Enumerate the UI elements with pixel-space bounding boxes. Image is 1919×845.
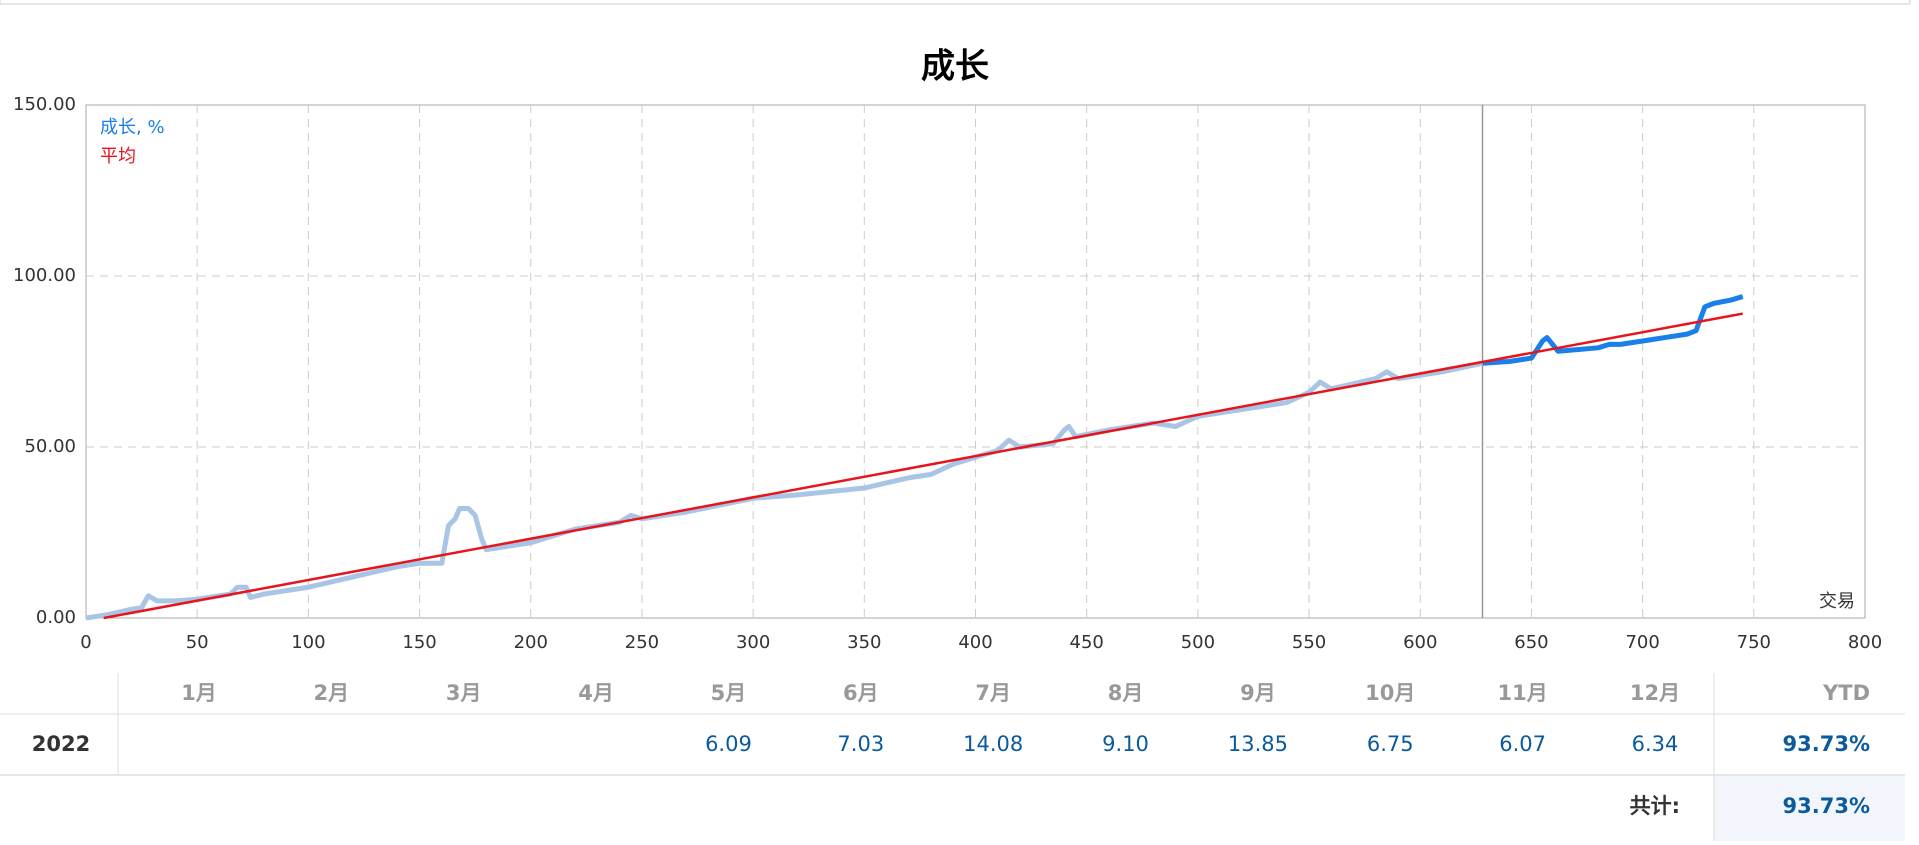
y-tick-label: 100.00 — [13, 265, 76, 286]
row-label: 2022 — [32, 732, 90, 756]
table-header: YTD — [1822, 681, 1870, 705]
x-tick-label: 400 — [958, 632, 992, 653]
x-axis-label: 交易 — [1819, 591, 1855, 612]
series-line — [1482, 294, 1744, 366]
x-tick-label: 650 — [1514, 632, 1548, 653]
table-header: 5月 — [711, 681, 747, 705]
series-line — [85, 360, 1484, 621]
table-header: 12月 — [1630, 681, 1680, 705]
table-header: 8月 — [1108, 681, 1144, 705]
y-tick-label: 150.00 — [13, 94, 76, 115]
table-header: 11月 — [1498, 681, 1548, 705]
month-value: 6.75 — [1367, 732, 1414, 756]
legend-entry: 平均 — [100, 146, 136, 167]
table-header: 10月 — [1365, 681, 1415, 705]
total-cell — [1714, 776, 1905, 841]
total-value: 93.73% — [1783, 794, 1870, 818]
x-tick-label: 350 — [847, 632, 881, 653]
x-tick-label: 200 — [514, 632, 548, 653]
series-line — [103, 312, 1743, 620]
month-value: 6.34 — [1632, 732, 1679, 756]
ytd-value: 93.73% — [1783, 732, 1870, 756]
top-frame — [0, 0, 1911, 5]
x-tick-label: 300 — [736, 632, 770, 653]
x-tick-label: 0 — [80, 632, 91, 653]
x-tick-label: 450 — [1070, 632, 1104, 653]
x-tick-label: 500 — [1181, 632, 1215, 653]
y-tick-label: 50.00 — [24, 436, 76, 457]
x-tick-label: 550 — [1292, 632, 1326, 653]
legend-entry: 成长, % — [100, 117, 165, 138]
x-tick-label: 700 — [1625, 632, 1659, 653]
x-tick-label: 100 — [291, 632, 325, 653]
x-tick-label: 600 — [1403, 632, 1437, 653]
table-header: 4月 — [578, 681, 614, 705]
x-tick-label: 150 — [402, 632, 436, 653]
total-label: 共计: — [1630, 794, 1680, 818]
y-tick-label: 0.00 — [36, 607, 76, 628]
month-value: 6.09 — [705, 732, 752, 756]
x-tick-label: 250 — [625, 632, 659, 653]
month-value: 6.07 — [1499, 732, 1546, 756]
month-value: 13.85 — [1228, 732, 1288, 756]
month-value: 7.03 — [837, 732, 884, 756]
month-value: 9.10 — [1102, 732, 1149, 756]
chart-title: 成长 — [921, 47, 989, 87]
table-header: 2月 — [314, 681, 350, 705]
table-header: 3月 — [446, 681, 482, 705]
table-header: 7月 — [975, 681, 1011, 705]
month-value: 14.08 — [963, 732, 1023, 756]
x-tick-label: 50 — [186, 632, 209, 653]
x-tick-label: 750 — [1737, 632, 1771, 653]
table-header: 9月 — [1240, 681, 1276, 705]
x-tick-label: 800 — [1848, 632, 1882, 653]
table-header: 6月 — [843, 681, 879, 705]
table-header: 1月 — [181, 681, 217, 705]
